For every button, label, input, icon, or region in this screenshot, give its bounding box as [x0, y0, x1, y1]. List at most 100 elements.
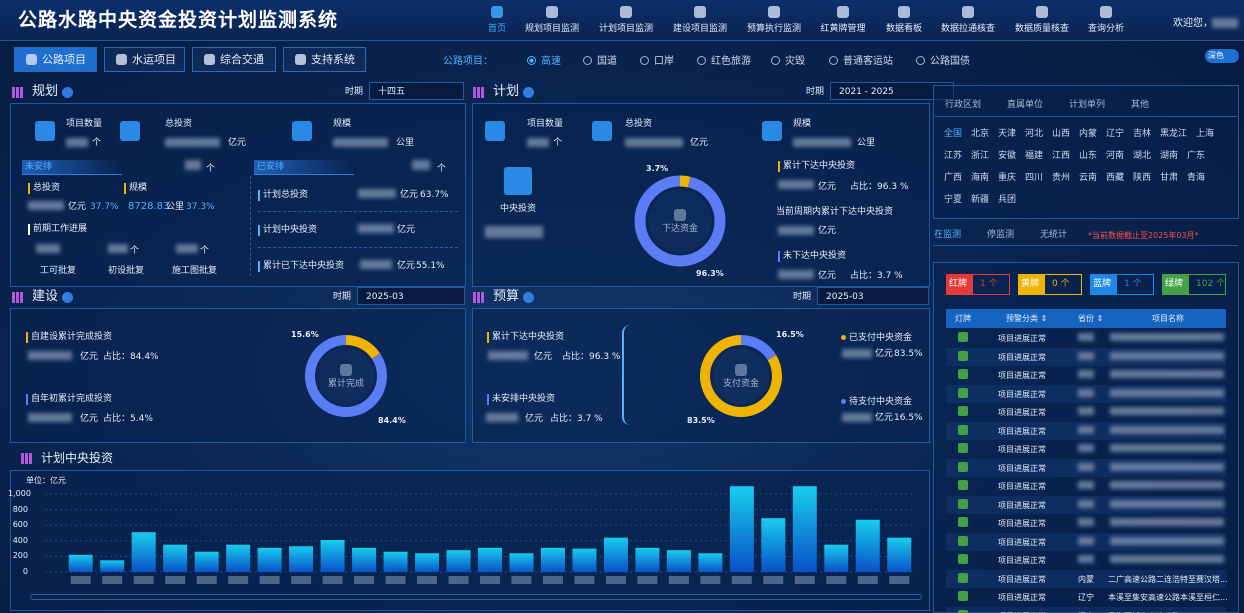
- region-tab[interactable]: 计划单列: [1069, 100, 1106, 110]
- icon: [340, 364, 352, 376]
- region[interactable]: 吉林: [1133, 129, 1152, 139]
- status-tab[interactable]: 在监测: [934, 230, 962, 240]
- nav-item[interactable]: 数据质量核查: [1014, 24, 1070, 34]
- region[interactable]: 内蒙: [1079, 129, 1098, 139]
- region[interactable]: 山西: [1052, 129, 1071, 139]
- tab-label[interactable]: 综合交通: [220, 53, 264, 66]
- region[interactable]: 四川: [1025, 173, 1044, 183]
- region[interactable]: 甘肃: [1160, 173, 1179, 183]
- badge-label[interactable]: 绿牌: [1165, 279, 1184, 289]
- region[interactable]: 陕西: [1133, 173, 1152, 183]
- region[interactable]: 重庆: [998, 173, 1017, 183]
- radio-label[interactable]: 普通客运站: [843, 56, 893, 67]
- region[interactable]: 浙江: [971, 151, 990, 161]
- radio-label[interactable]: 公路国债: [930, 56, 970, 67]
- column-header[interactable]: 预警分类 ⇕: [1006, 314, 1048, 323]
- cell: 项目进展正常: [998, 408, 1046, 417]
- region[interactable]: 西藏: [1106, 173, 1125, 183]
- region-tab[interactable]: 行政区划: [945, 100, 982, 110]
- nav-item[interactable]: 查询分析: [1087, 24, 1125, 34]
- label: 总投资: [28, 183, 60, 194]
- region[interactable]: 黑龙江: [1160, 129, 1188, 139]
- period-box[interactable]: [357, 287, 465, 305]
- region[interactable]: 北京: [971, 129, 990, 139]
- nav-item[interactable]: 数据拉通核查: [940, 24, 996, 34]
- radio[interactable]: [771, 56, 780, 65]
- region[interactable]: 全国: [944, 129, 963, 139]
- region[interactable]: 江苏: [944, 151, 963, 161]
- cell[interactable]: 丹海至城内高速公路(G1515)...: [1108, 611, 1220, 613]
- cell[interactable]: 二广高速公路二连浩特至赛汉塔...: [1108, 574, 1228, 584]
- toggle[interactable]: [1205, 49, 1239, 63]
- region[interactable]: 云南: [1079, 173, 1098, 183]
- tab-label[interactable]: 水运项目: [132, 53, 176, 66]
- radio[interactable]: [916, 56, 925, 65]
- badge-count[interactable]: 0 个: [1052, 279, 1070, 289]
- tab[interactable]: [104, 47, 185, 72]
- region[interactable]: 宁夏: [944, 195, 963, 205]
- nav-item[interactable]: 计划项目监测: [598, 24, 654, 34]
- period-value[interactable]: 2021 - 2025: [839, 87, 894, 97]
- radio[interactable]: [583, 56, 592, 65]
- badge-count[interactable]: 102 个: [1196, 279, 1226, 289]
- region[interactable]: 上海: [1196, 129, 1215, 139]
- region[interactable]: 兵团: [998, 195, 1017, 205]
- x-label-redacted: [70, 576, 91, 584]
- region[interactable]: 贵州: [1052, 173, 1071, 183]
- redacted: [793, 138, 851, 147]
- region[interactable]: 广西: [944, 173, 963, 183]
- badge-label[interactable]: 红牌: [949, 279, 968, 289]
- region[interactable]: 福建: [1025, 151, 1044, 161]
- region[interactable]: 广东: [1187, 151, 1206, 161]
- nav-item[interactable]: 规划项目监测: [524, 24, 580, 34]
- nav-item[interactable]: 建设项目监测: [672, 24, 728, 34]
- region[interactable]: 海南: [971, 173, 990, 183]
- radio[interactable]: [640, 56, 649, 65]
- nav-item[interactable]: 红黄牌管理: [820, 24, 866, 34]
- badge-label[interactable]: 蓝牌: [1093, 279, 1112, 289]
- region[interactable]: 江西: [1052, 151, 1071, 161]
- region[interactable]: 天津: [998, 129, 1017, 139]
- radio-label[interactable]: 口岸: [654, 56, 674, 67]
- region[interactable]: 安徽: [998, 151, 1017, 161]
- period-value[interactable]: 2025-03: [366, 292, 404, 302]
- radio[interactable]: [697, 56, 706, 65]
- region[interactable]: 河北: [1025, 129, 1044, 139]
- label: 亿元: [534, 352, 553, 362]
- region[interactable]: 湖北: [1133, 151, 1152, 161]
- region-tab[interactable]: 其他: [1131, 100, 1150, 110]
- badge-count[interactable]: 1 个: [1124, 279, 1142, 289]
- column-header[interactable]: 省份 ⇕: [1078, 314, 1104, 323]
- period-box[interactable]: [817, 287, 929, 305]
- region[interactable]: 辽宁: [1106, 129, 1125, 139]
- radio-label[interactable]: 灾毁: [785, 56, 805, 67]
- region[interactable]: 山东: [1079, 151, 1098, 161]
- tab-label[interactable]: 支持系统: [311, 53, 355, 66]
- region[interactable]: 湖南: [1160, 151, 1179, 161]
- radio-label[interactable]: 高速: [541, 56, 561, 67]
- tab-label[interactable]: 公路项目: [42, 53, 86, 66]
- nav-item[interactable]: 首页: [487, 24, 507, 34]
- redacted: [778, 226, 814, 235]
- radio[interactable]: [829, 56, 838, 65]
- bar: [509, 553, 534, 572]
- status-tab[interactable]: 停监测: [987, 230, 1015, 240]
- badge-label[interactable]: 黄牌: [1021, 279, 1040, 289]
- nav-item[interactable]: 预算执行监测: [746, 24, 802, 34]
- region[interactable]: 河南: [1106, 151, 1125, 161]
- period-value[interactable]: 2025-03: [826, 292, 864, 302]
- cell[interactable]: 本溪至集安高速公路本溪至桓仁...: [1108, 593, 1228, 602]
- period-value[interactable]: 十四五: [378, 87, 406, 97]
- radio-label[interactable]: 国道: [597, 56, 617, 67]
- y-tick-label: 1,000: [8, 489, 31, 498]
- region-tab[interactable]: 直属单位: [1007, 100, 1044, 110]
- status-tab[interactable]: 无统计: [1040, 230, 1068, 240]
- toggle-label[interactable]: 深色: [1208, 51, 1224, 60]
- region[interactable]: 青海: [1187, 173, 1206, 183]
- region[interactable]: 新疆: [971, 195, 990, 205]
- radio[interactable]: [527, 56, 536, 65]
- period-box[interactable]: [369, 82, 464, 100]
- radio-label[interactable]: 红色旅游: [711, 56, 751, 67]
- badge-count[interactable]: 1 个: [980, 279, 998, 289]
- nav-item[interactable]: 数据看板: [885, 24, 923, 34]
